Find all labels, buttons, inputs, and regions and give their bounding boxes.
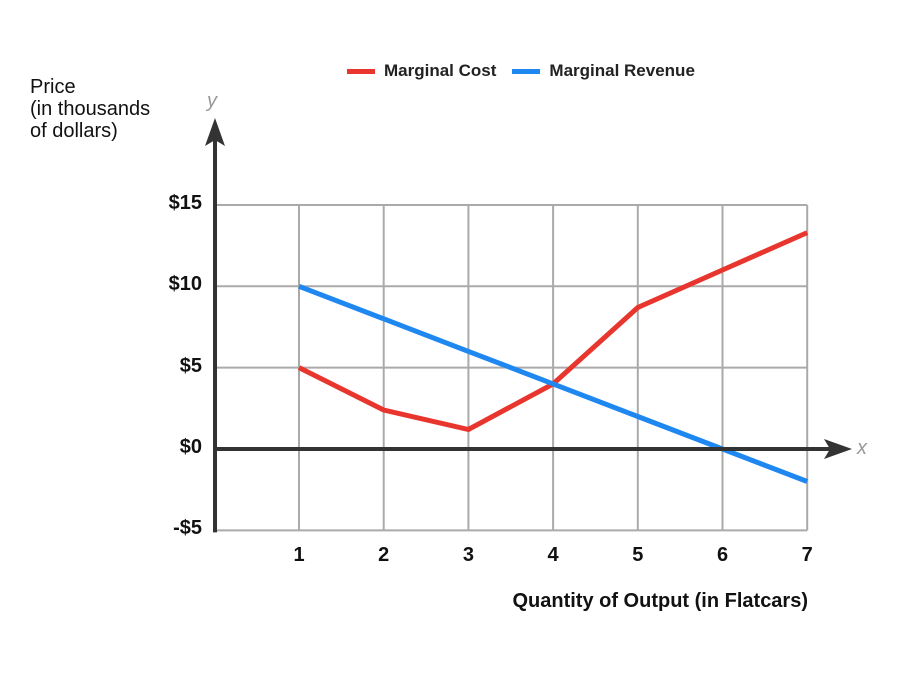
legend-swatch-red — [347, 68, 375, 74]
x-tick-label: 2 — [378, 544, 390, 566]
y-tick-label: $10 — [168, 273, 202, 296]
y-axis-arrow-icon — [205, 118, 225, 146]
y-tick-label: $5 — [179, 354, 202, 377]
axes — [205, 118, 852, 533]
y-tick-label: $15 — [168, 191, 202, 214]
legend-swatch-blue — [512, 68, 541, 74]
y-axis-title: Price (in thousands of dollars) — [30, 76, 150, 142]
y-tick-label: $0 — [179, 436, 202, 458]
x-tick-label: 4 — [547, 544, 559, 566]
y-axis-letter: y — [207, 90, 217, 112]
x-tick-label: 3 — [462, 544, 474, 566]
legend-label: Marginal Revenue — [549, 61, 695, 80]
x-tick-label: 6 — [716, 544, 729, 566]
legend: Marginal Cost Marginal Revenue — [347, 61, 711, 81]
x-tick-label: 1 — [293, 544, 305, 566]
y-axis-title-line: of dollars) — [30, 120, 118, 142]
legend-label: Marginal Cost — [384, 61, 497, 80]
y-axis-title-line: Price — [30, 76, 76, 98]
y-axis-title-line: (in thousands — [30, 98, 151, 120]
x-tick-label: 7 — [801, 544, 813, 566]
x-tick-label: 5 — [632, 544, 644, 566]
x-axis-title: Quantity of Output (in Flatcars) — [512, 590, 808, 612]
x-axis-letter: x — [857, 437, 867, 459]
legend-item-marginal-revenue: Marginal Revenue — [512, 61, 695, 81]
x-axis-arrow-icon — [824, 439, 852, 459]
y-tick-label: -$5 — [173, 517, 202, 540]
legend-item-marginal-cost: Marginal Cost — [347, 61, 496, 81]
